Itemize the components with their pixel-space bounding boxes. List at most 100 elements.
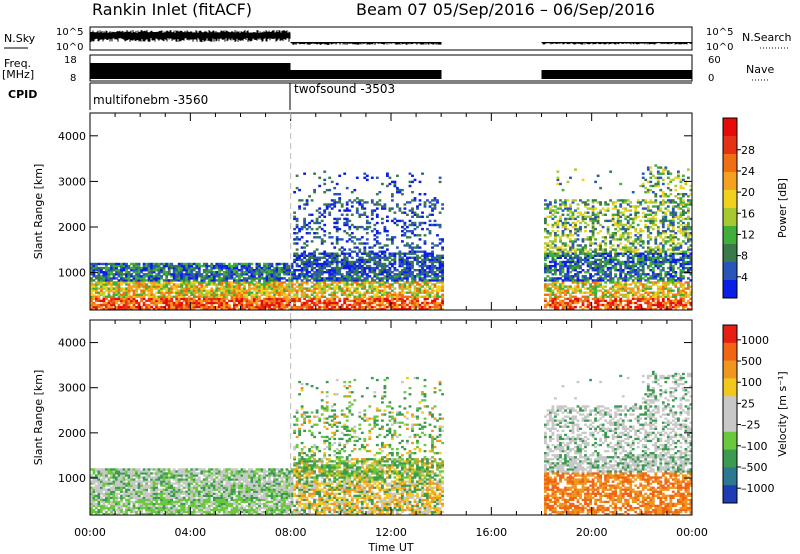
range-gate-cell (544, 293, 547, 296)
range-gate-cell (275, 289, 279, 292)
range-gate-cell (222, 291, 226, 294)
range-gate-cell (401, 285, 404, 288)
range-gate-cell (345, 258, 349, 262)
range-gate-cell (584, 295, 587, 298)
range-gate-cell (546, 254, 550, 257)
range-gate-cell (225, 303, 229, 307)
range-gate-cell (305, 283, 309, 286)
range-gate-cell (581, 291, 585, 294)
range-gate-cell (330, 266, 334, 270)
range-gate-cell (549, 269, 552, 272)
range-gate-cell (368, 246, 372, 249)
range-gate-cell (340, 293, 344, 296)
range-gate-cell (147, 271, 151, 274)
range-gate-cell (421, 258, 424, 262)
range-gate-cell (180, 303, 184, 307)
range-gate-cell (102, 281, 106, 284)
range-gate-cell (320, 291, 324, 294)
range-gate-cell (576, 248, 580, 251)
range-gate-cell (122, 307, 126, 311)
range-gate-cell (212, 295, 216, 298)
range-gate-cell (559, 287, 562, 290)
range-gate-cell (127, 271, 131, 274)
range-gate-cell (238, 285, 241, 288)
range-gate-cell (343, 260, 347, 264)
range-gate-cell (310, 289, 314, 292)
range-gate-cell (358, 275, 362, 278)
range-gate-cell (145, 269, 148, 272)
range-gate-cell (413, 291, 417, 294)
range-gate-cell (388, 287, 392, 290)
range-gate-cell (378, 242, 382, 245)
range-gate-cell (556, 301, 560, 305)
range-gate-cell (275, 275, 279, 278)
range-gate-cell (167, 273, 171, 276)
range-gate-cell (381, 256, 384, 259)
range-gate-cell (388, 269, 392, 272)
range-gate-cell (569, 234, 572, 237)
range-gate-cell (428, 254, 432, 257)
range-gate-cell (554, 303, 557, 307)
range-gate-cell (386, 269, 389, 272)
range-gate-cell (250, 275, 254, 278)
range-gate-cell (421, 279, 424, 282)
range-gate-cell (393, 307, 397, 311)
range-gate-cell (581, 258, 585, 262)
range-gate-cell (192, 275, 196, 278)
range-gate-cell (298, 285, 301, 288)
range-gate-cell (343, 217, 347, 221)
range-gate-cell (386, 279, 389, 282)
range-gate-cell (574, 295, 577, 298)
range-gate-cell (403, 271, 407, 274)
range-gate-cell (559, 240, 562, 243)
range-gate-cell (561, 262, 565, 266)
range-gate-cell (90, 266, 93, 270)
range-gate-cell (243, 281, 246, 284)
range-gate-cell (127, 285, 131, 288)
range-gate-cell (381, 271, 384, 274)
range-gate-cell (92, 275, 96, 278)
range-gate-cell (441, 256, 444, 259)
range-gate-cell (438, 305, 442, 309)
range-gate-cell (142, 273, 146, 276)
range-gate-cell (333, 256, 337, 259)
range-gate-cell (544, 230, 547, 233)
range-gate-cell (102, 303, 106, 307)
range-gate-cell (591, 285, 595, 288)
range-gate-cell (300, 225, 304, 229)
range-gate-cell (345, 217, 349, 221)
range-gate-cell (212, 281, 216, 284)
range-gate-cell (571, 248, 575, 251)
range-gate-cell (310, 254, 314, 257)
range-gate-cell (391, 238, 394, 241)
range-gate-cell (255, 271, 259, 274)
range-gate-cell (433, 266, 437, 270)
range-gate-cell (95, 283, 98, 286)
range-gate-cell (255, 266, 259, 270)
range-gate-cell (202, 269, 206, 272)
range-gate-cell (378, 279, 382, 282)
range-gate-cell (418, 275, 422, 278)
range-gate-cell (313, 295, 316, 298)
range-gate-cell (285, 271, 289, 274)
range-gate-cell (222, 307, 226, 311)
range-gate-cell (112, 262, 116, 266)
range-gate-cell (120, 283, 123, 286)
range-gate-cell (323, 281, 327, 284)
range-gate-cell (142, 275, 146, 278)
range-gate-cell (115, 269, 118, 272)
range-gate-cell (253, 269, 256, 272)
range-gate-cell (584, 281, 587, 284)
range-gate-cell (305, 305, 309, 309)
range-gate-cell (411, 207, 414, 210)
range-gate-cell (559, 215, 562, 218)
range-gate-cell (318, 301, 322, 305)
range-gate-cell (240, 271, 244, 274)
range-gate-cell (230, 285, 234, 288)
range-gate-cell (589, 240, 592, 243)
range-gate-cell (348, 262, 352, 266)
range-gate-cell (190, 285, 194, 288)
range-gate-cell (207, 295, 211, 298)
range-gate-cell (210, 293, 214, 296)
range-gate-cell (551, 213, 555, 216)
